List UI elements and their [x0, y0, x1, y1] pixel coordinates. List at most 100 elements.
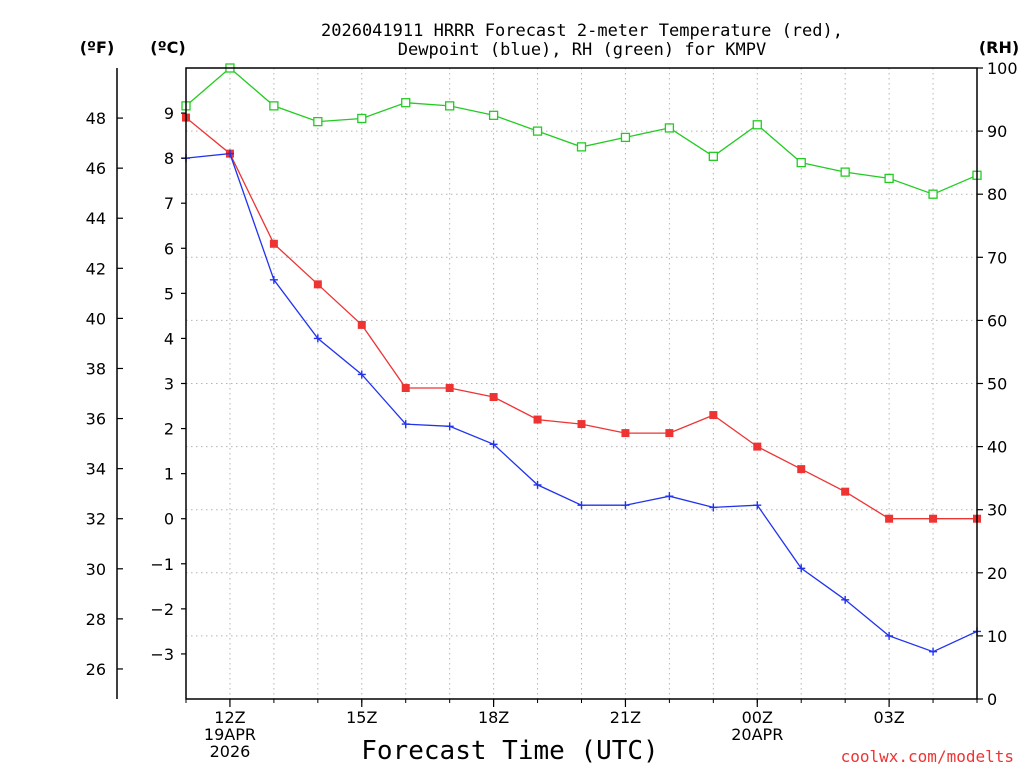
fahrenheit-tick-label: 34 — [86, 460, 106, 479]
credit-link[interactable]: coolwx.com/modelts — [841, 747, 1014, 766]
rh-tick-label: 50 — [987, 375, 1007, 394]
gridlines — [185, 68, 978, 699]
rh-point — [708, 151, 718, 161]
celsius-tick-label: 0 — [164, 510, 174, 529]
x-tick-label: 21Z — [610, 708, 641, 727]
chart-title-line-1: 2026041911 HRRR Forecast 2-meter Tempera… — [321, 21, 843, 41]
rh-point — [269, 101, 279, 111]
celsius-tick-label: 8 — [164, 149, 174, 168]
x-tick-label: 12Z — [214, 708, 245, 727]
temperature-point — [313, 280, 322, 289]
rh-tick-label: 80 — [987, 185, 1007, 204]
x-tick-label: 15Z — [346, 708, 377, 727]
temperature-point — [357, 320, 366, 329]
x-tick-label: 03Z — [873, 708, 904, 727]
rh-tick-label: 90 — [987, 122, 1007, 141]
fahrenheit-tick-label: 38 — [86, 359, 106, 378]
x-tick-label: 00Z — [742, 708, 773, 727]
temperature-point — [753, 442, 762, 451]
dewpoint-point — [445, 422, 454, 431]
x-tick-label: 18Z — [478, 708, 509, 727]
dewpoint-point — [841, 595, 850, 604]
x-tick-label: 20APR — [731, 725, 783, 744]
celsius-tick-label: 4 — [164, 329, 174, 348]
dewpoint-point — [401, 420, 410, 429]
rh-point — [928, 189, 938, 199]
dewpoint-point — [489, 440, 498, 449]
rh-point — [313, 116, 323, 127]
rh-point — [796, 157, 806, 168]
rh-point — [576, 142, 587, 152]
dewpoint-point — [533, 480, 542, 489]
fahrenheit-tick-label: 48 — [86, 109, 106, 128]
fahrenheit-tick-label: 42 — [86, 259, 106, 278]
rh-tick-label: 40 — [987, 438, 1007, 457]
rh-tick-label: 70 — [987, 248, 1007, 267]
celsius-tick-label: 5 — [164, 284, 174, 303]
celsius-tick-label: 1 — [164, 465, 174, 484]
rh-point — [357, 113, 367, 124]
fahrenheit-tick-label: 28 — [86, 610, 106, 629]
temperature-point — [533, 415, 542, 424]
dewpoint-point — [885, 631, 894, 640]
fahrenheit-tick-label: 36 — [86, 410, 106, 429]
rh-tick-label: 10 — [987, 627, 1007, 646]
chart-title-line-2: Dewpoint (blue), RH (green) for KMPV — [398, 40, 766, 60]
dewpoint-point — [753, 501, 762, 510]
celsius-tick-label: 9 — [164, 104, 174, 123]
celsius-tick-label: 3 — [164, 375, 174, 394]
rh-tick-label: 20 — [987, 564, 1007, 583]
rh-tick-label: 100 — [987, 59, 1018, 78]
dewpoint-point — [797, 564, 806, 573]
fahrenheit-tick-label: 26 — [86, 660, 106, 679]
x-tick-label: 19APR — [204, 725, 256, 744]
temperature-point — [621, 429, 630, 438]
temperature-point — [709, 411, 718, 420]
axes-layer: −3−2−10123456789262830323436384042444648… — [86, 59, 1018, 761]
celsius-tick-label: −1 — [150, 555, 174, 574]
temperature-point — [841, 487, 850, 496]
dewpoint-point — [225, 149, 234, 158]
temperature-point — [577, 420, 586, 429]
rh-tick-label: 30 — [987, 501, 1007, 520]
temperature-point — [885, 514, 894, 523]
dewpoint-point — [929, 647, 938, 656]
rh-point — [620, 132, 631, 143]
dewpoint-point — [621, 501, 630, 510]
fahrenheit-axis-title: (ºF) — [80, 38, 115, 57]
temperature-point — [489, 393, 498, 402]
dewpoint-point — [357, 370, 366, 379]
x-axis-label: Forecast Time (UTC) — [361, 736, 658, 766]
temperature-point — [445, 384, 454, 393]
rh-tick-label: 60 — [987, 311, 1007, 330]
dewpoint-point — [577, 501, 586, 510]
temperature-point — [269, 239, 278, 248]
celsius-tick-label: −2 — [150, 600, 174, 619]
celsius-tick-label: 7 — [164, 194, 174, 213]
dewpoint-point — [269, 275, 278, 284]
rh-tick-label: 0 — [987, 690, 997, 709]
fahrenheit-tick-label: 30 — [86, 560, 106, 579]
rh-point — [664, 123, 675, 133]
fahrenheit-tick-label: 40 — [86, 309, 106, 328]
rh-point — [532, 126, 543, 136]
dewpoint-point — [665, 492, 674, 501]
rh-point — [752, 120, 762, 130]
celsius-tick-label: 2 — [164, 420, 174, 439]
celsius-tick-label: 6 — [164, 239, 174, 258]
rh-point — [488, 110, 499, 120]
temperature-point — [929, 514, 938, 523]
celsius-tick-label: −3 — [150, 645, 174, 664]
fahrenheit-tick-label: 46 — [86, 159, 106, 178]
fahrenheit-tick-label: 44 — [86, 209, 106, 228]
temperature-point — [401, 384, 410, 393]
rh-point — [884, 173, 894, 184]
rh-axis-title: (RH) — [979, 38, 1019, 57]
temperature-point — [665, 429, 674, 438]
dewpoint-point — [313, 334, 322, 343]
series-layer — [181, 63, 982, 656]
rh-point — [445, 101, 455, 111]
celsius-axis-title: (ºC) — [150, 38, 185, 57]
dewpoint-point — [709, 503, 718, 512]
